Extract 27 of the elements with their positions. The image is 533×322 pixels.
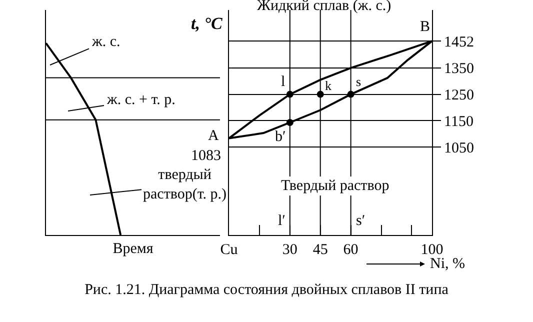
annotation: b′	[275, 129, 286, 145]
annotation: k	[325, 78, 332, 93]
annotation: 1083	[191, 148, 221, 164]
y-tick-label: 1050	[444, 140, 474, 156]
y-tick-label: 1150	[444, 114, 474, 130]
annotation: ж. с. + т. р.	[106, 92, 176, 108]
y-tick-label: 1452	[444, 34, 474, 50]
x-tick-label: 45	[312, 242, 328, 258]
annotation: s	[356, 74, 362, 89]
annotation: ж. с.	[91, 34, 120, 50]
text: твердый раствор(т. р.)	[143, 167, 227, 202]
annotation: s′	[356, 213, 366, 229]
annotation: A	[208, 128, 219, 144]
text: Рис. 1.21. Диаграмма состояния двойных сплавов II типа	[84, 282, 450, 299]
y-tick-label: 1250	[444, 88, 474, 104]
x-tick-label: Cu	[220, 242, 238, 258]
y-axis-title: t, °C	[191, 14, 224, 33]
y-tick-label: 1350	[444, 61, 474, 78]
x-axis-title: Время	[112, 241, 154, 257]
x-tick-label: 100	[420, 242, 444, 258]
annotation: l′	[278, 213, 286, 229]
x-tick-label: 30	[282, 242, 298, 258]
annotation: l	[281, 74, 286, 90]
annotation: B	[420, 19, 430, 35]
x-axis-title: Ni, %	[430, 256, 465, 272]
x-tick-label: 60	[343, 242, 358, 258]
annotation: Твердый раствор	[281, 178, 390, 194]
